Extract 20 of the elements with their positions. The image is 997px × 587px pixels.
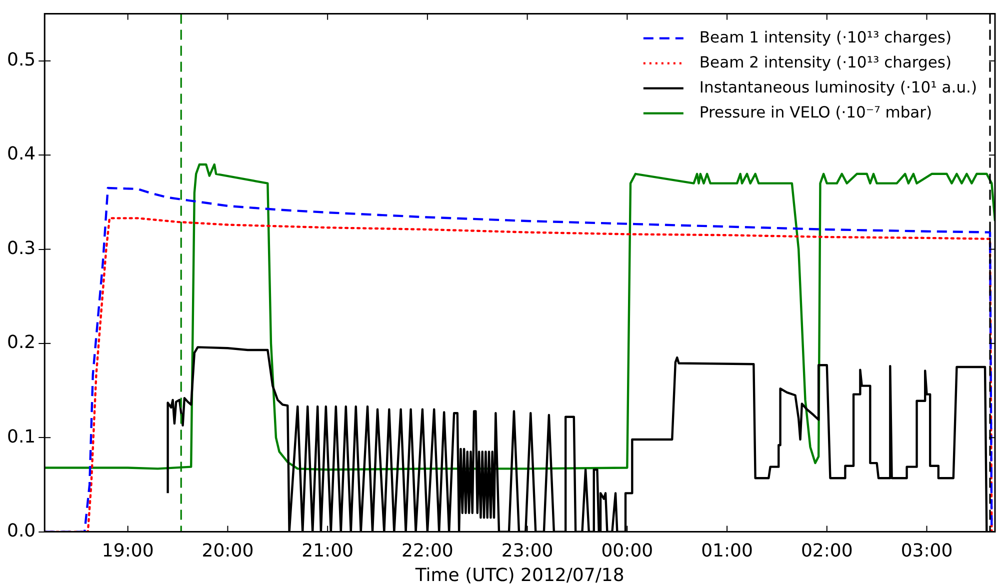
x-tick-label: 20:00	[202, 540, 254, 562]
y-tick-label: 0.5	[6, 50, 36, 71]
x-tick-label: 21:00	[302, 540, 354, 562]
x-tick-label: 23:00	[501, 540, 554, 562]
legend-label: Beam 1 intensity (·10¹³ charges)	[699, 28, 952, 46]
x-axis-title: Time (UTC) 2012/07/18	[414, 564, 624, 586]
legend-label: Instantaneous luminosity (·10¹ a.u.)	[699, 78, 977, 96]
x-tick-label: 22:00	[402, 540, 454, 562]
y-tick-label: 0.0	[6, 520, 36, 542]
legend-label: Pressure in VELO (·10⁻⁷ mbar)	[699, 103, 932, 122]
y-tick-label: 0.3	[6, 238, 36, 259]
x-tick-label: 00:00	[601, 540, 654, 562]
x-tick-label: 02:00	[800, 540, 853, 562]
x-tick-label: 19:00	[102, 540, 154, 562]
y-tick-label: 0.2	[6, 332, 36, 354]
y-tick-label: 0.1	[6, 426, 36, 448]
x-tick-label: 03:00	[900, 540, 953, 562]
legend-label: Beam 2 intensity (·10¹³ charges)	[699, 53, 952, 72]
x-tick-label: 01:00	[701, 540, 753, 562]
y-tick-label: 0.4	[6, 144, 36, 165]
